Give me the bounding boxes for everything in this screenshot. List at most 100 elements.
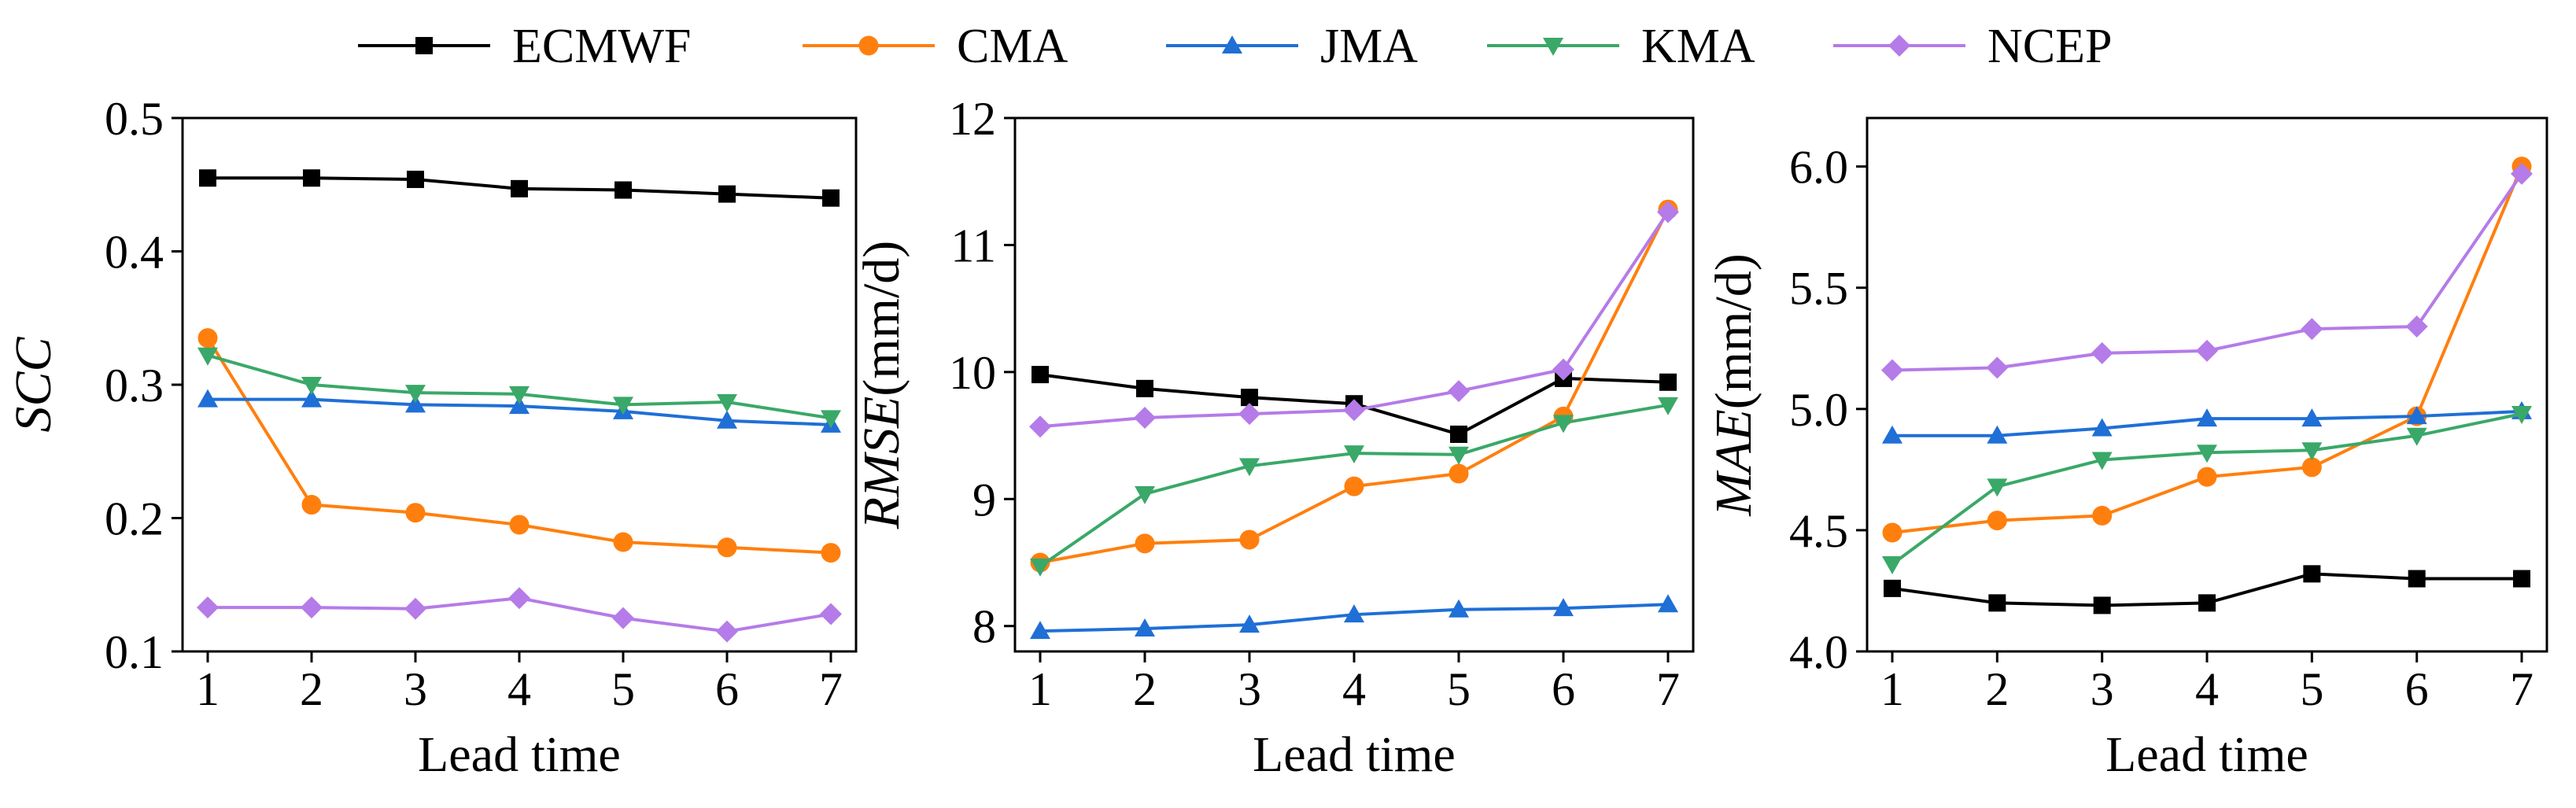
legend-label-jma: JMA [1320, 20, 1418, 73]
data-point-jma [1239, 614, 1260, 633]
data-point-ncep [2196, 339, 2218, 362]
y-axis-label: MAE(mm/d) [1705, 253, 1762, 517]
x-tick-label: 5 [1447, 663, 1471, 715]
x-tick-label: 4 [2195, 663, 2219, 715]
data-point-jma [405, 394, 426, 413]
x-axis-label: Lead time [2105, 726, 2308, 782]
scc-panel: 1 2 3 4 5 6 7 0.1 0.2 0.3 0.4 0.5 Lead time SCC [5, 93, 858, 782]
legend-label-kma: KMA [1641, 20, 1755, 73]
legend-label-ecmwf: ECMWF [512, 20, 691, 73]
y-tick-label: 5.5 [1789, 263, 1848, 315]
data-point-kma [2091, 452, 2113, 470]
data-point-jma [1553, 598, 1574, 617]
y-tick-label: 4.5 [1789, 505, 1848, 557]
data-point-jma [1882, 425, 1902, 444]
data-point-cma [2197, 467, 2217, 487]
x-axis-label: Lead time [418, 726, 621, 782]
y-tick-label: 12 [949, 93, 996, 145]
x-tick-label: 5 [611, 663, 635, 715]
data-point-ecmwf [407, 170, 424, 188]
data-point-kma [1449, 446, 1469, 465]
data-point-kma [509, 386, 530, 404]
data-point-ncep [2091, 341, 2113, 364]
y-axis-label: SCC [5, 337, 62, 433]
y-tick-label: 0.2 [105, 493, 164, 545]
data-point-ncep [1448, 380, 1470, 403]
data-point-kma [821, 410, 841, 429]
data-point-ncep [1029, 415, 1051, 438]
data-point-ncep [1552, 358, 1574, 381]
data-point-ncep [301, 596, 323, 619]
y-tick-label: 4.0 [1789, 626, 1848, 678]
data-point-ncep [1657, 201, 1679, 223]
x-tick-label: 6 [715, 663, 739, 715]
data-point-ecmwf [2303, 565, 2321, 583]
data-point-jma [301, 389, 322, 408]
data-point-kma [717, 394, 737, 413]
data-point-ncep [612, 607, 634, 629]
data-point-ecmwf [1884, 579, 1901, 597]
data-point-jma [2301, 408, 2323, 427]
data-point-jma [1135, 618, 1155, 636]
data-point-ncep [1986, 356, 2009, 379]
x-tick-label: 7 [1656, 663, 1680, 715]
data-point-ncep [2301, 318, 2323, 341]
x-tick-label: 3 [404, 663, 427, 715]
legend-marker-kma [1543, 38, 1563, 56]
data-point-kma [1882, 556, 1902, 575]
data-point-kma [2301, 442, 2323, 461]
x-tick-label: 7 [2510, 663, 2534, 715]
data-point-jma [1658, 594, 1678, 613]
data-point-jma [717, 410, 737, 429]
data-point-jma [1344, 604, 1364, 623]
data-point-kma [301, 377, 322, 395]
legend-marker-cma [858, 35, 879, 56]
data-point-ecmwf [303, 169, 320, 187]
data-point-cma [2092, 505, 2113, 526]
data-point-jma [1987, 425, 2008, 444]
legend: ECMWF CMA JMA KMA NCEP [358, 20, 2112, 73]
data-point-jma [197, 389, 218, 408]
data-point-cma [405, 503, 426, 523]
x-tick-label: 3 [1238, 663, 1261, 715]
x-tick-label: 7 [819, 663, 843, 715]
data-point-ncep [197, 596, 219, 619]
y-tick-label: 9 [972, 474, 996, 526]
data-point-ecmwf [2408, 570, 2426, 588]
x-tick-label: 6 [2405, 663, 2429, 715]
data-point-cma [509, 515, 530, 535]
legend-marker-jma [1222, 35, 1242, 53]
data-point-ecmwf [1450, 425, 1467, 443]
data-point-ecmwf [2093, 596, 2111, 614]
x-tick-label: 4 [1342, 663, 1366, 715]
x-tick-label: 2 [1985, 663, 2009, 715]
x-tick-label: 2 [300, 663, 323, 715]
data-point-jma [1030, 621, 1050, 640]
y-tick-label: 8 [972, 601, 996, 653]
data-point-ncep [2511, 162, 2533, 185]
data-point-jma [1449, 599, 1469, 618]
data-point-ncep [1134, 406, 1156, 429]
x-tick-label: 3 [2091, 663, 2114, 715]
data-point-ncep [2405, 315, 2428, 338]
legend-label-cma: CMA [957, 20, 1068, 73]
data-point-cma [1135, 533, 1155, 554]
x-tick-label: 1 [1880, 663, 1904, 715]
data-point-jma [2091, 418, 2113, 437]
x-tick-label: 2 [1133, 663, 1157, 715]
data-point-ecmwf [1241, 389, 1258, 407]
data-point-ecmwf [511, 179, 528, 197]
data-point-ecmwf [2513, 570, 2530, 588]
legend-marker-ncep [1888, 35, 1910, 57]
plot-frame [181, 116, 858, 653]
plot-frame [1866, 116, 2548, 653]
data-point-kma [1987, 478, 2008, 497]
data-point-ncep [404, 597, 426, 620]
data-point-ecmwf [1032, 366, 1049, 384]
data-point-cma [301, 495, 322, 515]
data-point-ecmwf [1659, 373, 1677, 391]
data-point-ecmwf [614, 181, 632, 199]
data-point-kma [1135, 485, 1155, 504]
y-tick-label: 10 [949, 347, 996, 399]
